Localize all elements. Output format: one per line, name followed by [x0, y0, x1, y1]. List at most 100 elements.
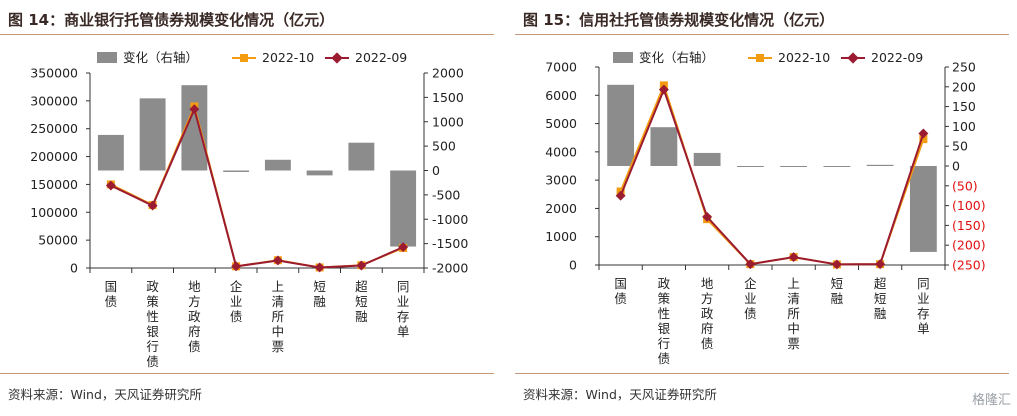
x-category-label: 国债 — [614, 276, 627, 306]
legend: 变化（右轴） 2022-10 2022-09 — [97, 50, 407, 65]
x-category-label: 政策性银行债 — [658, 276, 671, 366]
watermark: 格隆汇 — [971, 393, 1011, 408]
bar — [139, 98, 166, 171]
x-category-label: 企业债 — [230, 279, 243, 324]
bar — [693, 152, 721, 166]
data-point-2022-09 — [105, 180, 116, 191]
y-left-tick-label: 0 — [70, 261, 78, 276]
data-point-2022-09 — [314, 262, 325, 273]
x-category-label: 地方政府债 — [701, 276, 714, 351]
y-right-tick-label: 50 — [952, 139, 968, 154]
y-right-tick-label: (250) — [952, 258, 986, 273]
y-right-tick-label: (200) — [952, 238, 986, 253]
x-category-label: 同业存单 — [917, 276, 930, 336]
y-right-tick-label: 150 — [952, 99, 976, 114]
legend-marker-2022-09 — [847, 52, 859, 64]
y-left-tick-label: 250000 — [30, 121, 78, 136]
title-rule — [515, 34, 1009, 35]
y-left-tick-label: 300000 — [30, 93, 78, 108]
legend-swatch-bar — [613, 52, 633, 63]
legend-label: 2022-09 — [355, 50, 407, 65]
series-line-2022-09 — [110, 106, 404, 269]
data-point-2022-10 — [919, 135, 928, 144]
bar — [823, 166, 851, 167]
bar — [97, 134, 124, 171]
y-left-tick-label: 200000 — [30, 149, 78, 164]
bar — [306, 170, 333, 176]
y-right-tick-label: -2000 — [432, 261, 468, 276]
bar — [650, 127, 678, 166]
series-line-2022-10 — [619, 82, 925, 266]
legend-label: 2022-09 — [871, 50, 923, 65]
chart-title: 图 15：信用社托管债券规模变化情况（亿元） — [523, 11, 835, 29]
data-point-2022-09 — [231, 261, 242, 272]
x-category-label: 上清所中票 — [272, 279, 285, 354]
legend-label: 变化（右轴） — [639, 50, 714, 65]
y-right-tick-label: 1500 — [432, 90, 464, 105]
y-left-tick-label: 6000 — [545, 88, 577, 103]
data-point-2022-09 — [189, 104, 200, 115]
data-point-2022-09 — [702, 211, 713, 222]
y-left-tick-label: 3000 — [545, 173, 577, 188]
source-note: 资料来源：Wind，天风证券研究所 — [523, 387, 717, 402]
data-point-2022-09 — [918, 128, 929, 139]
y-right-tick-label: 500 — [432, 139, 456, 154]
y-right-tick-label: (100) — [952, 198, 986, 213]
y-left-tick-label: 4000 — [545, 144, 577, 159]
data-point-2022-09 — [398, 242, 409, 253]
x-category-label: 地方政府债 — [188, 279, 201, 354]
title-rule — [0, 34, 494, 35]
y-left-tick-label: 2000 — [545, 201, 577, 216]
x-category-label: 国债 — [105, 279, 118, 309]
x-category-label: 企业债 — [744, 276, 757, 321]
bar — [866, 164, 894, 166]
y-right-tick-label: 2000 — [432, 66, 464, 81]
y-right-tick-label: -500 — [432, 187, 460, 202]
y-left-tick-label: 1000 — [545, 229, 577, 244]
data-point-2022-09 — [875, 259, 886, 270]
chart-panel-15: 图 15：信用社托管债券规模变化情况（亿元） 变化（右轴） 2022-10 2022… — [515, 0, 1015, 416]
bar — [223, 170, 250, 172]
y-left-tick-label: 350000 — [30, 66, 78, 81]
y-right-tick-label: 100 — [952, 119, 976, 134]
y-right-tick-label: (50) — [952, 178, 978, 193]
data-point-2022-09 — [615, 190, 626, 201]
legend-marker-2022-10 — [756, 54, 764, 62]
data-point-2022-09 — [745, 259, 756, 270]
x-category-label: 短融 — [313, 279, 326, 309]
legend-marker-2022-10 — [240, 54, 248, 62]
data-point-2022-09 — [147, 200, 158, 211]
y-left-tick-label: 100000 — [30, 205, 78, 220]
y-left-tick-label: 150000 — [30, 177, 78, 192]
data-point-2022-09 — [788, 252, 799, 263]
legend-label: 2022-10 — [262, 50, 314, 65]
data-point-2022-09 — [658, 84, 669, 95]
y-right-tick-label: 200 — [952, 79, 976, 94]
y-right-tick-label: -1500 — [432, 236, 468, 251]
bar — [348, 142, 375, 171]
y-left-tick-label: 5000 — [545, 116, 577, 131]
x-category-label: 上清所中票 — [787, 276, 800, 351]
bar — [909, 166, 937, 252]
y-left-tick-label: 50000 — [38, 233, 78, 248]
bar — [607, 84, 635, 166]
x-category-label: 超短融 — [355, 279, 368, 324]
bar — [780, 166, 808, 167]
y-right-tick-label: 0 — [952, 159, 960, 174]
y-left-tick-label: 7000 — [545, 60, 577, 75]
y-right-tick-label: (150) — [952, 218, 986, 233]
source-rule — [0, 373, 494, 374]
legend-marker-2022-09 — [331, 52, 343, 64]
source-note: 资料来源：Wind，天风证券研究所 — [8, 387, 202, 402]
y-right-tick-label: 0 — [432, 163, 440, 178]
chart-area: 变化（右轴） 2022-10 2022-09 0 50000 100000 150000 20… — [30, 50, 468, 369]
legend: 变化（右轴） 2022-10 2022-09 — [613, 50, 923, 65]
y-right-tick-label: 250 — [952, 60, 976, 75]
bar — [736, 166, 764, 167]
x-category-label: 超短融 — [874, 276, 887, 321]
legend-swatch-bar — [97, 52, 117, 63]
y-left-tick-label: 0 — [569, 258, 577, 273]
legend-label: 2022-10 — [778, 50, 830, 65]
source-rule — [515, 373, 1009, 374]
y-right-tick-label: 1000 — [432, 114, 464, 129]
